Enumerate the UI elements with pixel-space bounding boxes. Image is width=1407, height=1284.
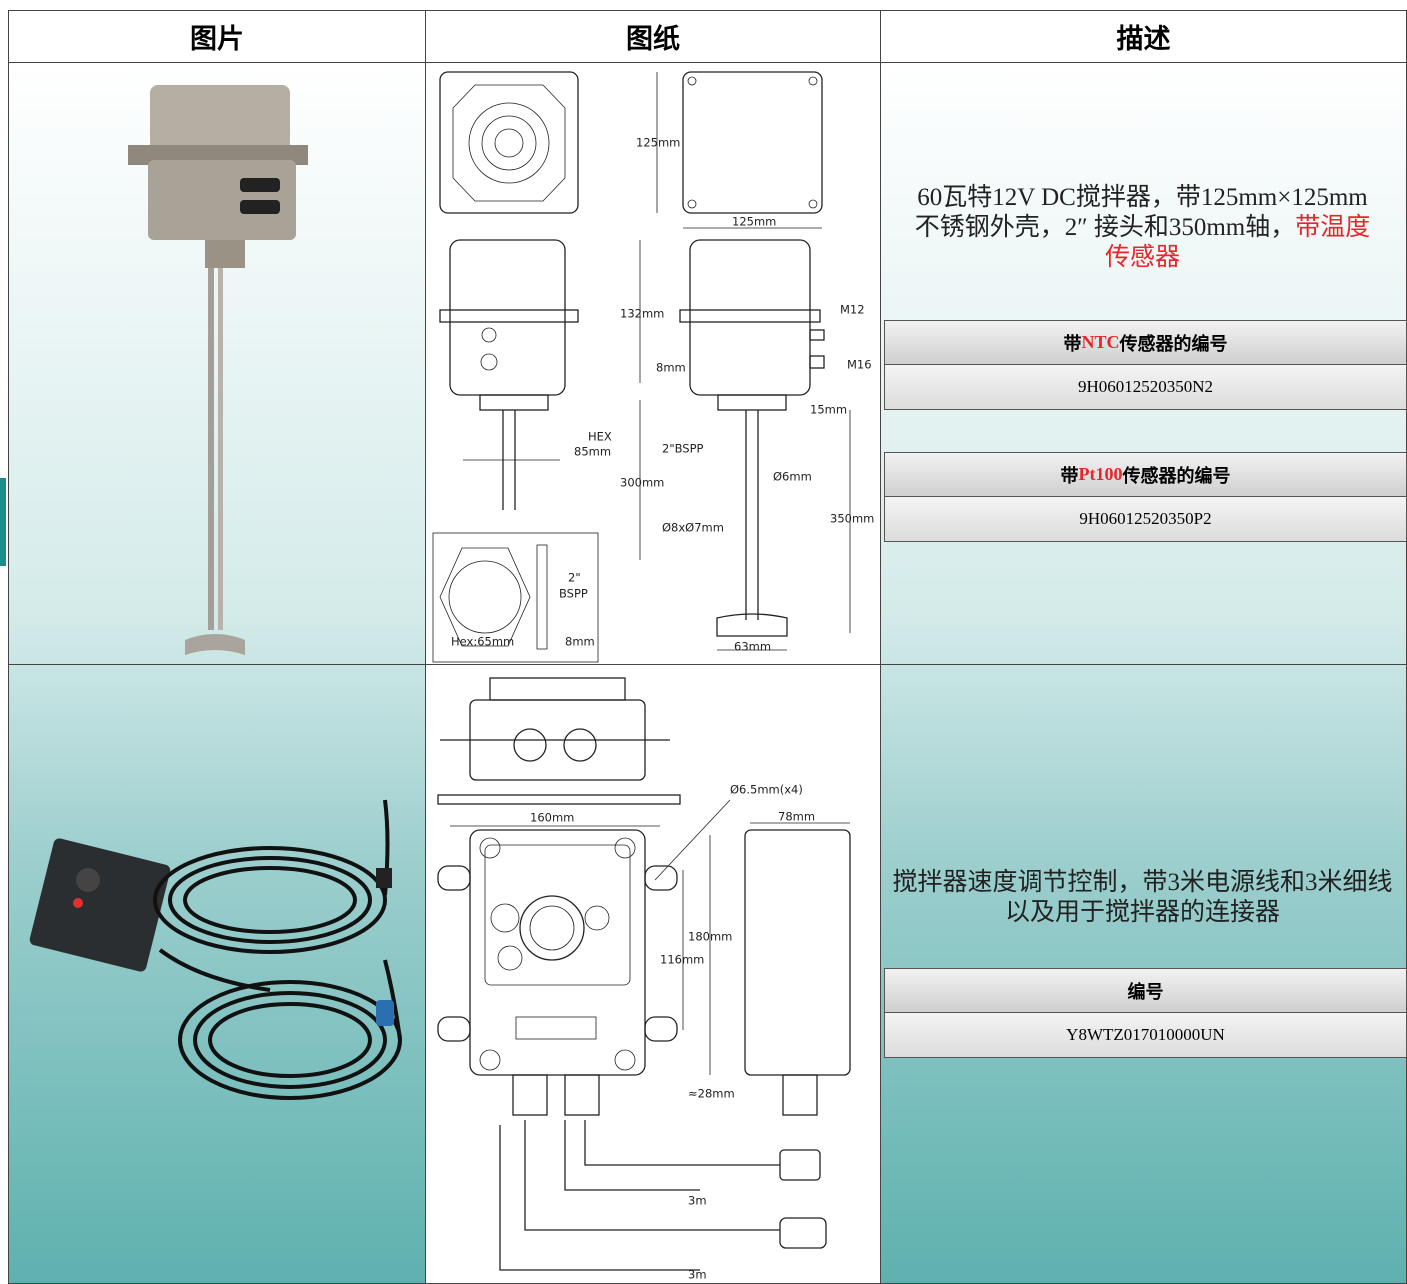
dimension-label: 8mm bbox=[565, 635, 595, 649]
dimension-label: 78mm bbox=[778, 810, 815, 824]
description: 搅拌器速度调节控制，带3米电源线和3米细线以及用于搅拌器的连接器 bbox=[890, 868, 1395, 928]
agitator-dimensions: 125mm 125mm 132mm M12 M16 8mm 15mm HEX 8… bbox=[451, 136, 874, 654]
row-divider bbox=[8, 664, 1407, 665]
dimension-label: Ø6mm bbox=[773, 470, 812, 484]
part-label-highlight: NTC bbox=[1081, 332, 1120, 352]
dimension-label: 2" bbox=[568, 571, 581, 585]
dimension-label: 3m bbox=[688, 1268, 707, 1282]
dimension-label: 160mm bbox=[530, 811, 574, 825]
header-cell: 描述 bbox=[880, 10, 1407, 63]
drawing-column bbox=[425, 62, 881, 1284]
dimension-label: 63mm bbox=[734, 640, 771, 654]
part-label-before: 带 bbox=[1063, 333, 1082, 354]
dimension-label: Hex:65mm bbox=[451, 635, 514, 649]
controller-drawing bbox=[437, 677, 851, 1271]
dimension-label: 15mm bbox=[810, 403, 847, 417]
dimension-label: M16 bbox=[847, 358, 872, 372]
part-label-before: 编号 bbox=[1127, 981, 1164, 1002]
controller-dimensions: Ø6.5mm(x4) 160mm 78mm 180mm 116mm ≈28mm … bbox=[530, 783, 815, 1282]
dimension-label: 132mm bbox=[620, 307, 664, 321]
dimension-label: Ø8xØ7mm bbox=[662, 521, 724, 535]
agitator-drawing bbox=[432, 71, 851, 663]
dimension-label: 180mm bbox=[688, 930, 732, 944]
dimension-label: 300mm bbox=[620, 476, 664, 490]
dimension-label: ≈28mm bbox=[688, 1087, 735, 1101]
part-label-highlight: Pt100 bbox=[1078, 464, 1123, 484]
dimension-label: 2"BSPP bbox=[662, 442, 704, 456]
dimension-label: 3m bbox=[688, 1194, 707, 1208]
part-label-before: 带 bbox=[1060, 465, 1079, 486]
header-cell: 图片 bbox=[8, 10, 426, 63]
agitator-photo bbox=[128, 85, 308, 655]
description-text: 搅拌器速度调节控制，带3米电源线和3米细线以及用于搅拌器的连接器 bbox=[892, 869, 1393, 926]
part-code: Y8WTZ017010000UN bbox=[884, 1013, 1407, 1058]
description: 60瓦特12V DC搅拌器，带125mm×125mm不锈钢外壳，2″ 接头和35… bbox=[890, 183, 1395, 273]
controller-photo bbox=[29, 799, 402, 1100]
part-code: 9H06012520350N2 bbox=[884, 365, 1407, 410]
dimension-label: 116mm bbox=[660, 953, 704, 967]
dimension-label: 125mm bbox=[636, 136, 680, 150]
dimension-label: HEX bbox=[588, 430, 612, 444]
part-label-after: 传感器的编号 bbox=[1122, 465, 1231, 486]
description-highlight: 带温度传感器 bbox=[1104, 214, 1371, 271]
dimension-label: M12 bbox=[840, 303, 865, 317]
side-tab bbox=[0, 478, 6, 566]
part-label-after: 传感器的编号 bbox=[1119, 333, 1228, 354]
description-column bbox=[880, 62, 1407, 1284]
dimension-label: 85mm bbox=[574, 445, 611, 459]
part-code: 9H06012520350P2 bbox=[884, 497, 1407, 542]
dimension-label: 8mm bbox=[656, 361, 686, 375]
dimension-label: BSPP bbox=[559, 587, 588, 601]
description-text: 60瓦特12V DC搅拌器，带125mm×125mm不锈钢外壳，2″ 接头和35… bbox=[914, 184, 1368, 241]
dimension-label: 125mm bbox=[732, 215, 776, 229]
dimension-label: Ø6.5mm(x4) bbox=[730, 783, 803, 797]
part-label: 带 NTC 传感器的编号 bbox=[884, 320, 1407, 365]
dimension-label: 350mm bbox=[830, 512, 874, 526]
part-label: 编号 bbox=[884, 968, 1407, 1013]
part-label: 带 Pt100 传感器的编号 bbox=[884, 452, 1407, 497]
